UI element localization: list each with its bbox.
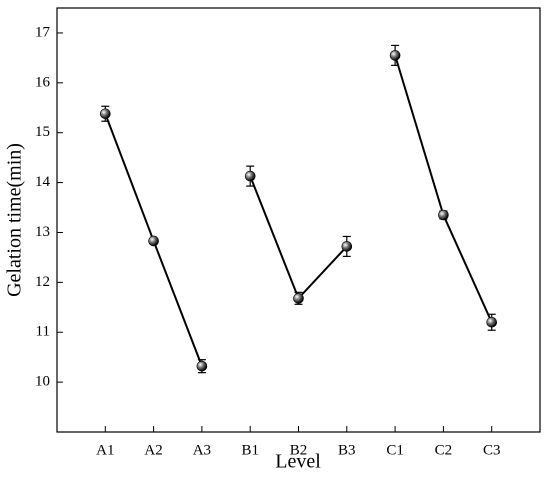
plot-frame — [56, 7, 541, 433]
line — [394, 55, 493, 323]
y-tick-label: 15 — [35, 124, 50, 140]
point — [293, 293, 304, 304]
y-tick-label: 17 — [35, 24, 51, 40]
point — [486, 316, 498, 328]
x-tick-label: A2 — [144, 442, 162, 458]
point — [341, 241, 353, 252]
point — [438, 209, 449, 221]
point — [244, 170, 256, 182]
x-axis-title: Level — [275, 451, 321, 473]
line — [249, 175, 348, 301]
y-tick-label: 10 — [35, 374, 50, 390]
point — [389, 50, 401, 61]
point — [196, 360, 208, 372]
x-tick-label: B3 — [338, 442, 356, 458]
y-tick-label: 11 — [36, 324, 50, 340]
x-tick-label: C2 — [435, 442, 453, 458]
y-axis-title: Gelation time(min) — [4, 143, 26, 297]
y-tick-label: 16 — [35, 74, 51, 90]
point — [148, 235, 159, 247]
x-tick-label: A1 — [96, 442, 114, 458]
x-tick-label: C3 — [483, 442, 501, 458]
y-tick-label: 14 — [35, 174, 51, 190]
point — [100, 108, 111, 120]
y-tick-label: 13 — [35, 224, 50, 240]
x-tick-label: C1 — [386, 442, 404, 458]
x-tick-label: B1 — [241, 442, 259, 458]
y-tick-label: 12 — [35, 274, 50, 290]
x-tick-label: B2 — [290, 442, 308, 458]
x-tick-label: A3 — [193, 442, 211, 458]
